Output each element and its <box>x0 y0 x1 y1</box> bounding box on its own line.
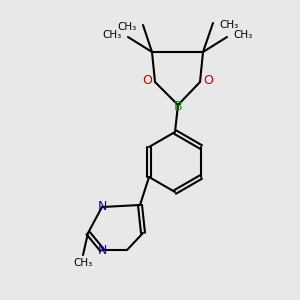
Text: CH₃: CH₃ <box>118 22 137 32</box>
Text: O: O <box>203 74 213 88</box>
Text: CH₃: CH₃ <box>219 20 238 30</box>
Text: CH₃: CH₃ <box>74 258 93 268</box>
Text: CH₃: CH₃ <box>233 30 252 40</box>
Text: CH₃: CH₃ <box>103 30 122 40</box>
Text: B: B <box>174 100 182 113</box>
Text: N: N <box>97 200 107 212</box>
Text: N: N <box>97 244 107 257</box>
Text: O: O <box>142 74 152 88</box>
